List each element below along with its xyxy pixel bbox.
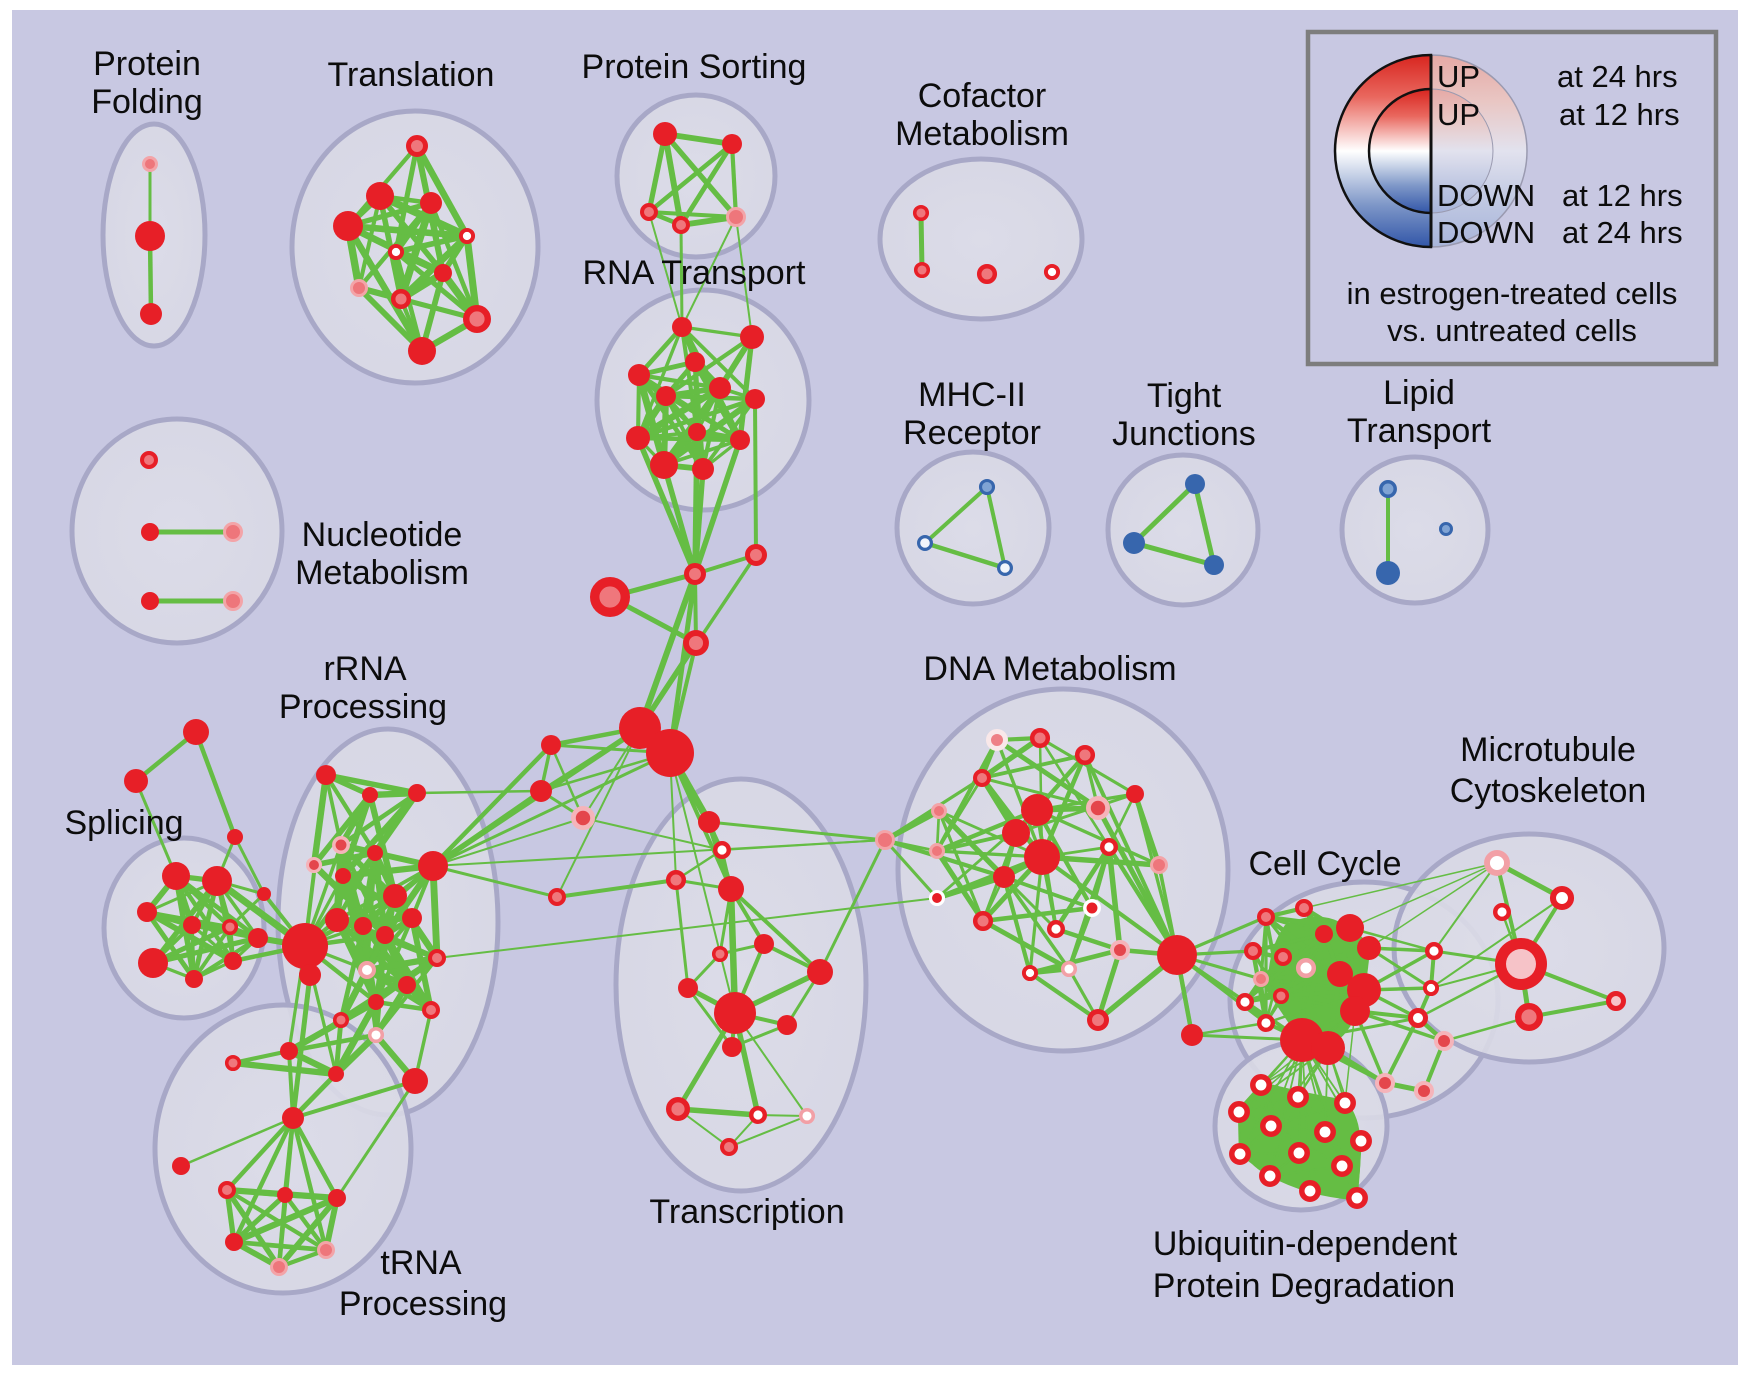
svg-text:Cell Cycle: Cell Cycle [1248, 845, 1401, 883]
svg-text:Nucleotide: Nucleotide [302, 516, 463, 554]
svg-text:Tight: Tight [1147, 377, 1222, 415]
svg-text:Transcription: Transcription [649, 1193, 844, 1231]
svg-text:vs. untreated cells: vs. untreated cells [1387, 313, 1637, 348]
svg-text:at 24 hrs: at 24 hrs [1562, 215, 1683, 250]
svg-text:at 12 hrs: at 12 hrs [1559, 97, 1680, 132]
svg-text:rRNA: rRNA [323, 650, 406, 688]
svg-text:Cytoskeleton: Cytoskeleton [1450, 772, 1647, 810]
svg-text:Protein Sorting: Protein Sorting [582, 48, 807, 86]
svg-text:Processing: Processing [339, 1285, 507, 1323]
svg-text:Protein: Protein [93, 45, 201, 83]
svg-text:DNA Metabolism: DNA Metabolism [923, 650, 1176, 688]
svg-text:UP: UP [1437, 97, 1480, 132]
svg-text:in estrogen-treated cells: in estrogen-treated cells [1347, 276, 1678, 311]
svg-text:Splicing: Splicing [64, 804, 183, 842]
svg-text:Translation: Translation [328, 56, 495, 94]
svg-text:DOWN: DOWN [1437, 178, 1535, 213]
svg-text:Ubiquitin-dependent: Ubiquitin-dependent [1153, 1225, 1458, 1263]
svg-text:at 12 hrs: at 12 hrs [1562, 178, 1683, 213]
svg-text:DOWN: DOWN [1437, 215, 1535, 250]
svg-text:UP: UP [1437, 59, 1480, 94]
svg-text:MHC-II: MHC-II [918, 376, 1026, 414]
svg-text:Microtubule: Microtubule [1460, 731, 1636, 769]
svg-text:Receptor: Receptor [903, 414, 1041, 452]
svg-text:at 24 hrs: at 24 hrs [1557, 59, 1678, 94]
svg-text:tRNA: tRNA [380, 1244, 462, 1282]
svg-text:Protein Degradation: Protein Degradation [1153, 1267, 1455, 1305]
svg-text:RNA Transport: RNA Transport [583, 254, 807, 292]
svg-text:Junctions: Junctions [1112, 415, 1256, 453]
svg-text:Lipid: Lipid [1383, 374, 1455, 412]
svg-text:Cofactor: Cofactor [918, 77, 1047, 115]
svg-text:Processing: Processing [279, 688, 447, 726]
svg-text:Transport: Transport [1347, 412, 1492, 450]
svg-text:Folding: Folding [91, 83, 203, 121]
svg-text:Metabolism: Metabolism [895, 115, 1069, 153]
svg-text:Metabolism: Metabolism [295, 554, 469, 592]
